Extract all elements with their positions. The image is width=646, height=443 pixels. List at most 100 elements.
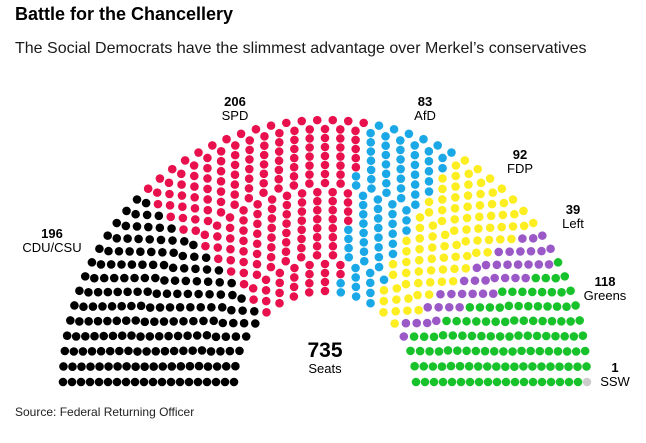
seat-left <box>490 273 499 283</box>
seat-fdp <box>519 206 528 216</box>
seat-greens <box>551 273 561 283</box>
seat-spd <box>290 126 299 136</box>
seat-cdu-csu <box>188 346 197 355</box>
seat-left <box>423 303 433 312</box>
seat-greens <box>575 316 584 325</box>
seat-cdu-csu <box>138 260 147 269</box>
seat-greens <box>442 316 451 326</box>
seat-fdp <box>390 319 400 328</box>
seat-spd <box>290 263 299 273</box>
seat-greens <box>566 286 575 296</box>
seat-cdu-csu <box>134 234 143 244</box>
seat-afd <box>410 170 420 180</box>
seat-spd <box>165 201 175 210</box>
seat-spd <box>260 132 269 141</box>
seat-cdu-csu <box>77 362 86 371</box>
seat-cdu-csu <box>160 346 170 356</box>
seat-fdp <box>437 216 447 226</box>
seat-greens <box>429 377 439 387</box>
seat-spd <box>201 241 210 251</box>
seat-cdu-csu <box>158 248 167 257</box>
seat-cdu-csu <box>175 303 185 312</box>
seat-spd <box>274 165 284 175</box>
seat-cdu-csu <box>136 332 145 341</box>
seat-spd <box>253 200 262 209</box>
seat-fdp <box>428 221 438 230</box>
seat-greens <box>569 332 579 341</box>
seat-greens <box>455 361 465 371</box>
seat-cdu-csu <box>121 377 131 387</box>
seat-cdu-csu <box>142 210 152 220</box>
seat-spd <box>239 257 248 267</box>
seat-fdp <box>464 180 473 189</box>
seats-value-spd: 206 <box>224 94 246 109</box>
seat-greens <box>491 317 500 327</box>
seat-spd <box>245 136 255 145</box>
seat-afd <box>388 219 397 229</box>
seat-spd <box>320 124 330 134</box>
seat-cdu-csu <box>160 276 169 285</box>
seat-greens <box>480 346 490 356</box>
seat-spd <box>203 216 213 226</box>
seat-cdu-csu <box>228 290 237 300</box>
seat-cdu-csu <box>211 377 221 387</box>
seat-spd <box>245 155 254 164</box>
seat-cdu-csu <box>81 331 90 341</box>
seat-greens <box>411 377 421 387</box>
seat-fdp <box>462 251 472 261</box>
seat-cdu-csu <box>143 287 152 296</box>
seat-spd <box>222 134 231 144</box>
seat-greens <box>519 316 529 325</box>
seat-left <box>505 247 514 256</box>
seat-greens <box>517 346 526 356</box>
seat-cdu-csu <box>96 260 106 269</box>
seat-cdu-csu <box>89 273 99 283</box>
seat-cdu-csu <box>127 260 137 269</box>
seat-cdu-csu <box>93 316 103 326</box>
seat-fdp <box>484 235 494 245</box>
seat-spd <box>266 121 276 130</box>
seat-cdu-csu <box>237 294 246 303</box>
seat-fdp <box>438 265 448 274</box>
seat-cdu-csu <box>189 240 198 250</box>
seat-greens <box>492 362 501 371</box>
seat-greens <box>458 331 467 341</box>
seat-left <box>436 289 445 299</box>
seat-cdu-csu <box>140 317 150 327</box>
seat-greens <box>524 301 533 311</box>
seat-spd <box>304 288 314 297</box>
seat-spd <box>320 151 330 161</box>
seat-greens <box>481 317 491 326</box>
seat-cdu-csu <box>152 289 162 299</box>
seat-cdu-csu <box>193 377 203 387</box>
seat-greens <box>519 377 529 387</box>
party-label-fdp: 92 FDP <box>507 148 533 176</box>
seat-cdu-csu <box>154 211 164 221</box>
seat-afd <box>396 145 405 155</box>
seat-spd <box>267 204 277 214</box>
seat-spd <box>267 243 276 252</box>
seat-spd <box>351 135 360 145</box>
seat-afd <box>438 163 447 173</box>
seat-cdu-csu <box>170 276 180 285</box>
seat-afd <box>388 209 397 219</box>
seat-spd <box>178 202 187 211</box>
seat-spd <box>180 156 190 165</box>
seat-fdp <box>415 234 425 243</box>
seat-afd <box>402 226 411 235</box>
seat-spd <box>312 250 322 260</box>
seat-spd <box>328 223 338 233</box>
seat-afd <box>402 206 411 215</box>
seat-cdu-csu <box>75 317 84 326</box>
seat-fdp <box>451 252 460 262</box>
seat-cdu-csu <box>133 347 142 356</box>
seat-spd <box>275 268 285 278</box>
seat-spd <box>282 118 291 128</box>
seat-greens <box>551 331 560 341</box>
seat-greens <box>508 287 517 297</box>
seat-greens <box>537 287 547 297</box>
seat-spd <box>226 255 236 265</box>
seat-cdu-csu <box>221 332 231 342</box>
seat-afd <box>388 229 398 239</box>
seat-left <box>431 316 441 326</box>
